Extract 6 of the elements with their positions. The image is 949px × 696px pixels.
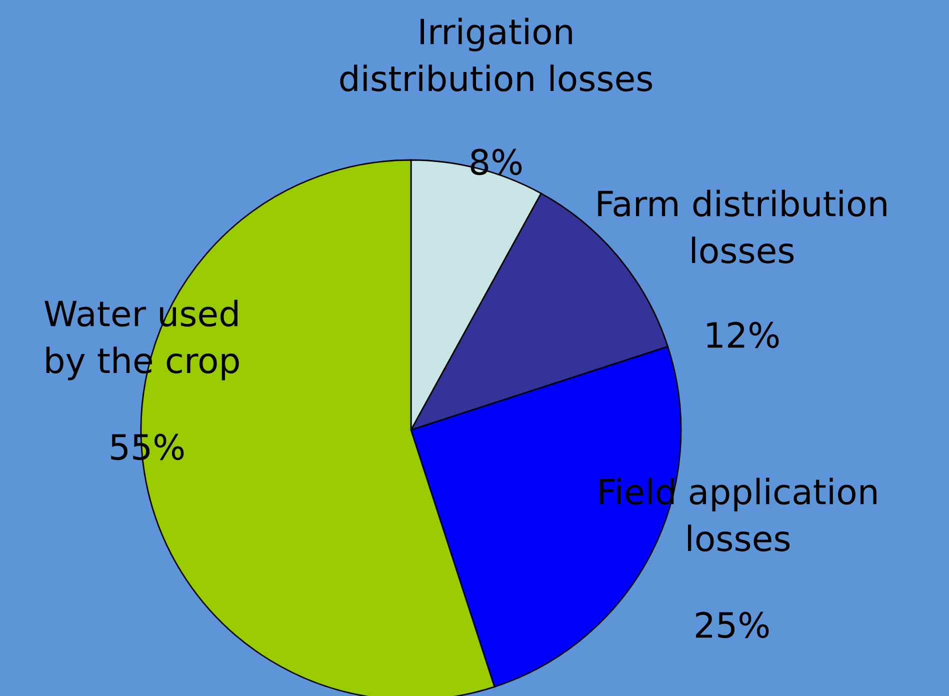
slice-label: Field application losses [600, 478, 876, 552]
data-label: 8% [470, 148, 522, 176]
slice-label: Irrigation distribution losses [340, 18, 652, 92]
slice-label: Farm distribution losses [598, 190, 886, 264]
data-label: 12% [707, 322, 779, 348]
data-label: 25% [696, 612, 769, 638]
